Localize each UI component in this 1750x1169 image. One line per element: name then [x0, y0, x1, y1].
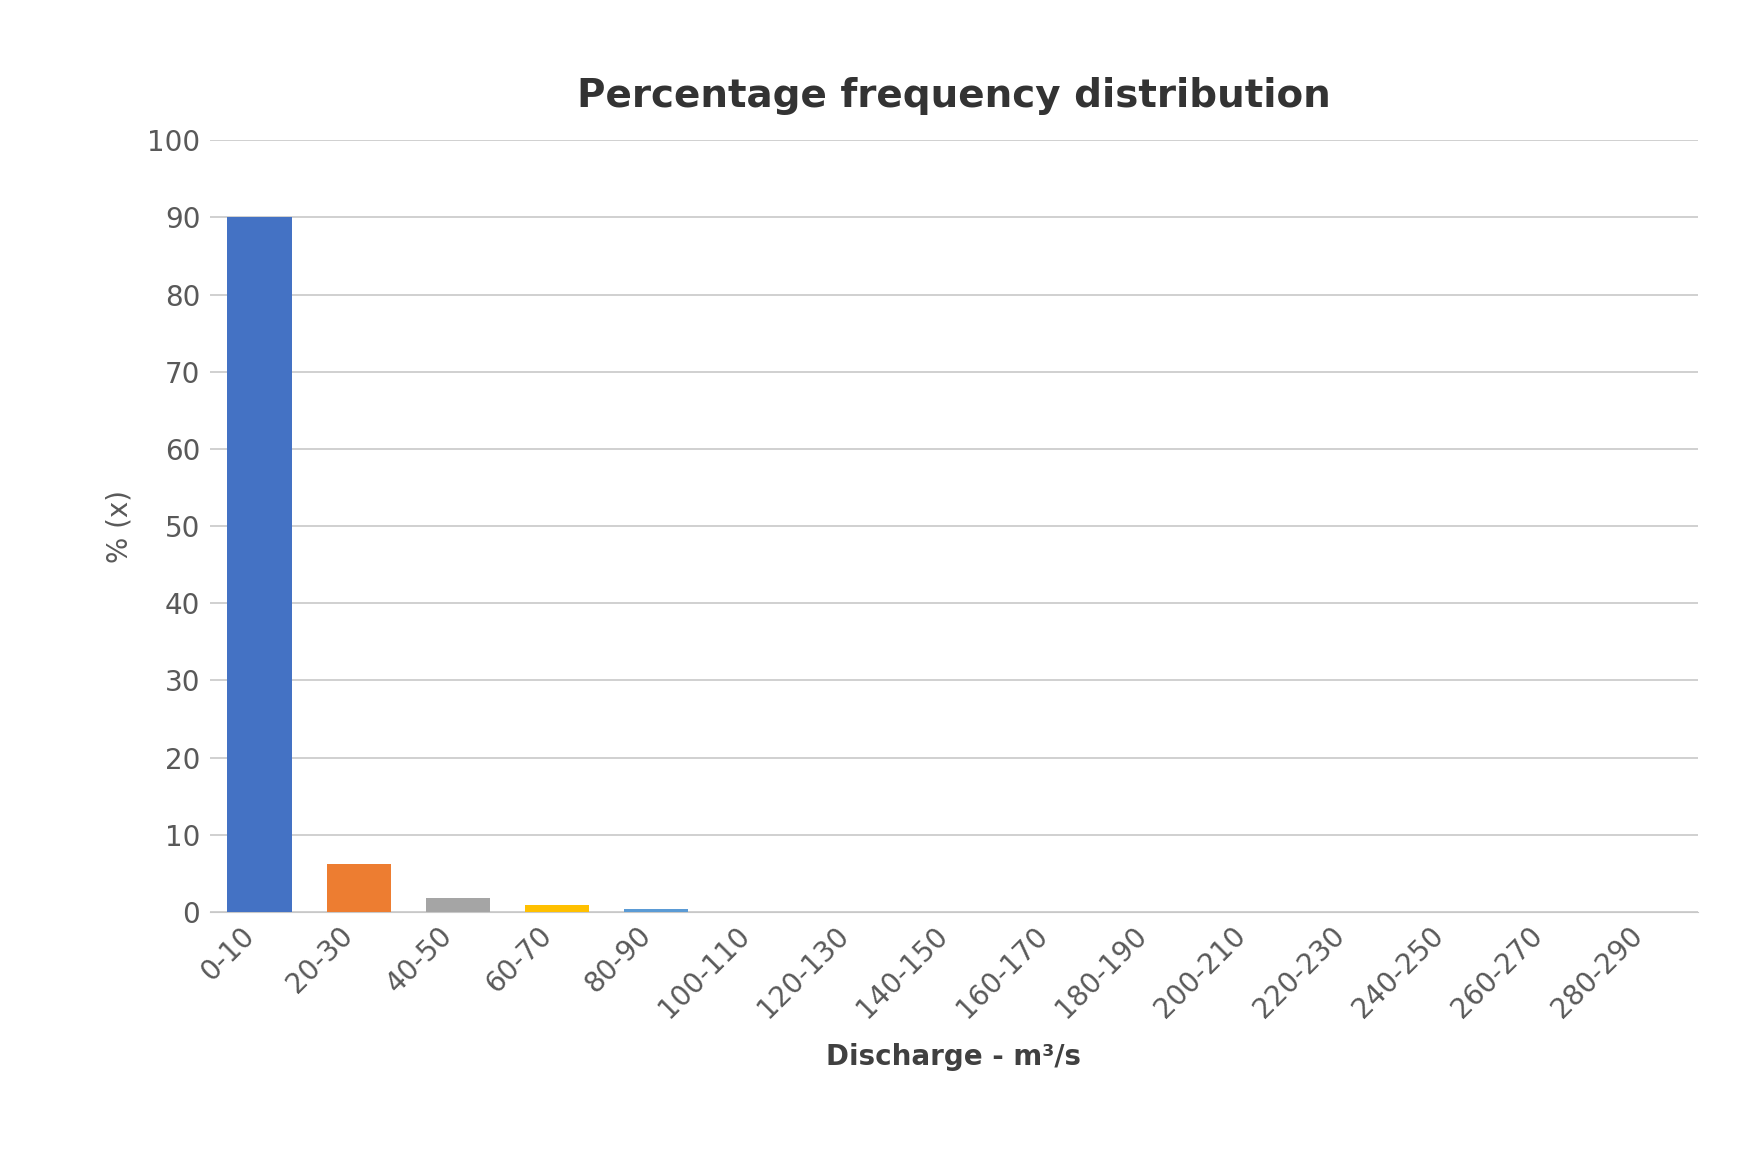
X-axis label: Discharge - m³/s: Discharge - m³/s [826, 1043, 1082, 1071]
Bar [625, 908, 688, 912]
Bar [525, 905, 590, 912]
Bar [425, 898, 490, 912]
Y-axis label: % (x): % (x) [105, 490, 133, 562]
Bar [228, 217, 292, 912]
Bar [327, 864, 390, 912]
Title: Percentage frequency distribution: Percentage frequency distribution [578, 77, 1330, 115]
